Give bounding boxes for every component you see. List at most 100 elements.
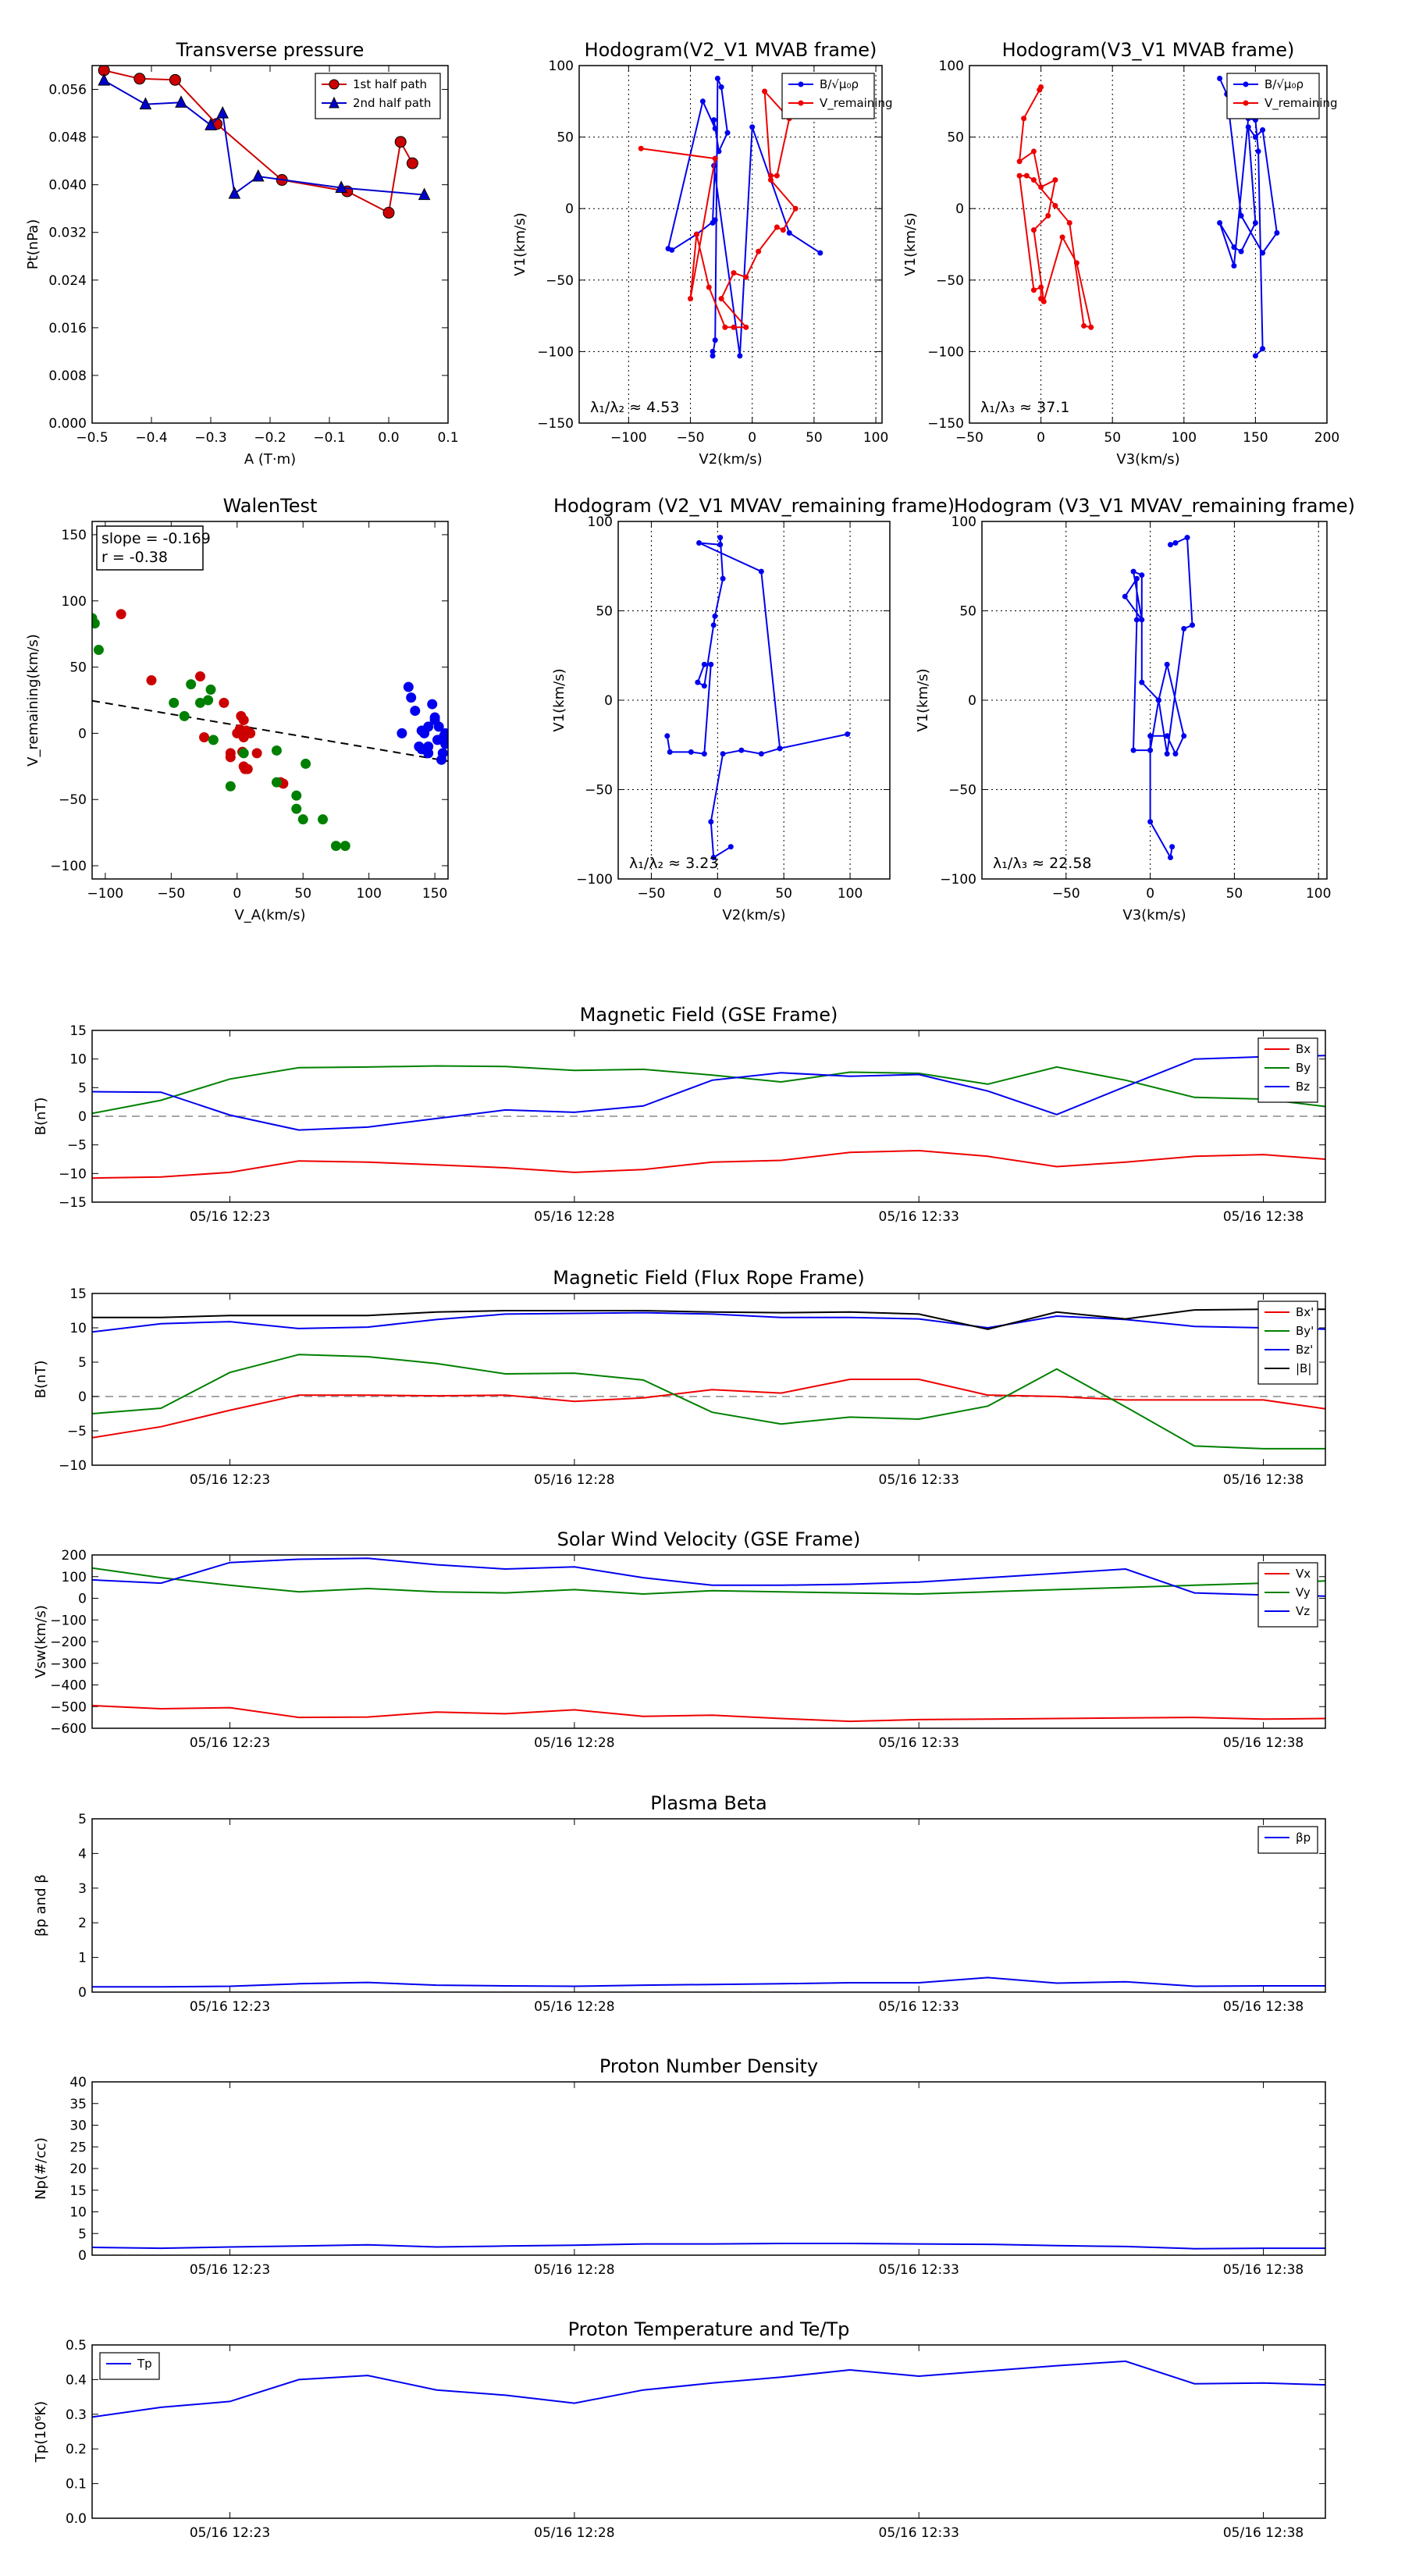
y-tick-label: −500 [50,1699,87,1715]
data-marker [1217,75,1223,81]
x-tick-label: 0 [233,886,241,902]
scatter-point [429,712,440,723]
y-tick-label: −100 [927,344,964,360]
scatter-point [271,777,282,788]
scatter-point [194,671,205,681]
data-marker [1164,661,1170,667]
scatter-point [238,748,249,759]
scatter-point [416,744,427,755]
data-marker [1231,244,1237,251]
scatter-point [236,728,247,738]
x-tick-label: 100 [1172,430,1197,446]
scatter-point [93,645,104,656]
data-marker [774,173,780,179]
x-tick-label: 05/16 12:38 [1223,2262,1304,2278]
legend-box [99,2352,160,2380]
data-marker [722,324,728,330]
y-tick-label: 5 [78,1812,87,1827]
y-axis-label: V1(km/s) [902,212,919,276]
scatter-point [423,721,434,732]
scatter-point [203,695,214,706]
y-tick-label: 100 [62,1570,87,1585]
data-marker [228,186,241,199]
data-marker [699,98,706,105]
series-line-0 [666,537,848,859]
data-marker [688,296,694,302]
scatter-point [297,814,308,825]
stats-line: r = -0.38 [101,549,168,566]
x-tick-label: 05/16 12:33 [879,2262,959,2278]
legend: B/√μ₀ρ V_remaining [781,73,893,119]
data-marker [418,187,431,201]
data-marker [762,88,768,94]
y-tick-label: 25 [69,2140,87,2155]
data-marker [706,284,712,290]
data-marker [1130,747,1136,753]
scatter-point [301,758,311,769]
chart-title: Hodogram(V2_V1 MVAB frame) [585,39,877,61]
scatter-point [427,699,438,710]
panel-walen: −100 −50 0 50 100 150 −100 −50 0 50 100 150 WalenTes… [25,495,449,923]
stats-line: slope = -0.169 [101,530,211,547]
data-marker [758,568,764,575]
x-axis-label: V2(km/s) [699,451,762,468]
series-line-0 [92,2243,1325,2250]
scatter-point [92,618,100,629]
series-line-|B| [92,1308,1325,1330]
x-tick-label: −0.5 [76,430,108,446]
data-layer [92,1055,1325,1179]
data-marker [169,73,181,86]
y-tick-label: 0.3 [66,2407,87,2423]
scatter-point [406,692,417,703]
data-marker [1167,542,1173,548]
chart-title: Proton Temperature and Te/Tp [568,2318,850,2340]
scatter-point [330,841,341,852]
data-marker [1252,353,1258,359]
data-marker [737,353,743,359]
scatter-point [179,710,190,721]
x-tick-label: 05/16 12:28 [534,2525,614,2541]
y-tick-label: 15 [69,1023,87,1039]
data-marker [1217,220,1223,226]
x-tick-label: 05/16 12:23 [190,1209,270,1225]
plot-frame [91,1554,1326,1729]
chart-title: Proton Number Density [599,2055,818,2077]
data-marker [1260,126,1266,133]
data-marker [1030,148,1037,155]
data-marker [712,126,718,132]
data-marker [714,75,720,81]
data-marker [251,169,265,182]
fit-line [92,699,448,763]
y-tick-label: 0.032 [48,226,87,241]
legend-label: Vy [1296,1585,1311,1599]
x-tick-label: 05/16 12:33 [879,1735,959,1751]
x-tick-label: −50 [1052,886,1080,902]
data-marker [710,220,716,226]
y-tick-label: 0 [955,201,964,217]
y-tick-label: −50 [59,792,87,808]
legend: B/√μ₀ρ V_remaining [1226,73,1338,119]
scatter-point [186,679,197,690]
y-axis-label: V1(km/s) [512,212,528,276]
series-line-Vx [92,1704,1325,1723]
y-tick-label: 1 [78,1951,87,1966]
y-tick-label: −50 [936,273,964,289]
data-marker [712,613,718,619]
data-marker [1088,324,1094,330]
x-tick-label: 150 [422,886,447,902]
data-marker [335,180,348,193]
x-tick-label: 0.1 [437,430,458,446]
data-marker [139,97,152,110]
panel-mffr: 05/16 12:23 05/16 12:28 05/16 12:33 05/16 1… [33,1267,1326,1488]
data-marker [1030,227,1037,233]
data-marker [708,819,714,825]
x-tick-label: −100 [610,430,647,446]
chart-title: Plasma Beta [650,1792,767,1814]
legend-marker [798,81,804,87]
data-marker [1052,177,1058,183]
data-marker [133,73,146,85]
y-tick-label: 200 [62,1548,87,1564]
y-tick-label: −50 [948,783,976,799]
series-line-Bz [92,1055,1325,1131]
x-tick-label: 100 [1306,886,1331,902]
